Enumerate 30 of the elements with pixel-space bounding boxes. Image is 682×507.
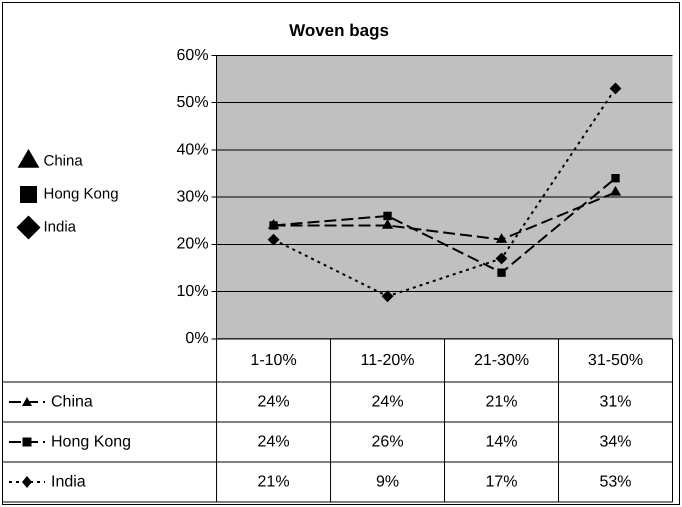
data-label: 14%	[486, 433, 518, 450]
data-label: 26%	[372, 433, 404, 450]
data-label: 53%	[599, 473, 632, 490]
y-tick-label: 30%	[176, 188, 209, 206]
data-label: 31%	[599, 393, 632, 410]
y-tick-label: 0%	[185, 330, 209, 348]
x-tick-label: 1-10%	[250, 352, 297, 369]
y-tick-label: 10%	[176, 282, 209, 300]
legend-label: China	[44, 152, 84, 170]
y-tick-label: 20%	[176, 236, 209, 253]
data-label: 24%	[258, 433, 290, 450]
y-tick-label: 60%	[176, 46, 209, 64]
text: Hong Kong	[51, 433, 132, 450]
x-tick-label: 21-30%	[474, 352, 530, 369]
text: China	[51, 393, 93, 410]
y-tick-label: 40%	[176, 141, 209, 158]
data-label: 24%	[372, 393, 404, 410]
text: India	[51, 473, 86, 490]
x-tick-label: 11-20%	[360, 352, 415, 369]
x-tick-label: 31-50%	[588, 352, 644, 369]
data-label: 24%	[258, 393, 290, 410]
data-label: 21%	[258, 473, 290, 490]
legend-label: India	[44, 218, 77, 236]
data-label: 17%	[486, 473, 518, 490]
legend-label: Hong Kong	[44, 186, 119, 203]
data-label: 34%	[599, 433, 632, 450]
data-label: 21%	[486, 393, 518, 410]
data-label: 9%	[376, 473, 400, 490]
y-tick-label: 50%	[176, 94, 209, 112]
chart-title: Woven bags	[289, 20, 389, 40]
